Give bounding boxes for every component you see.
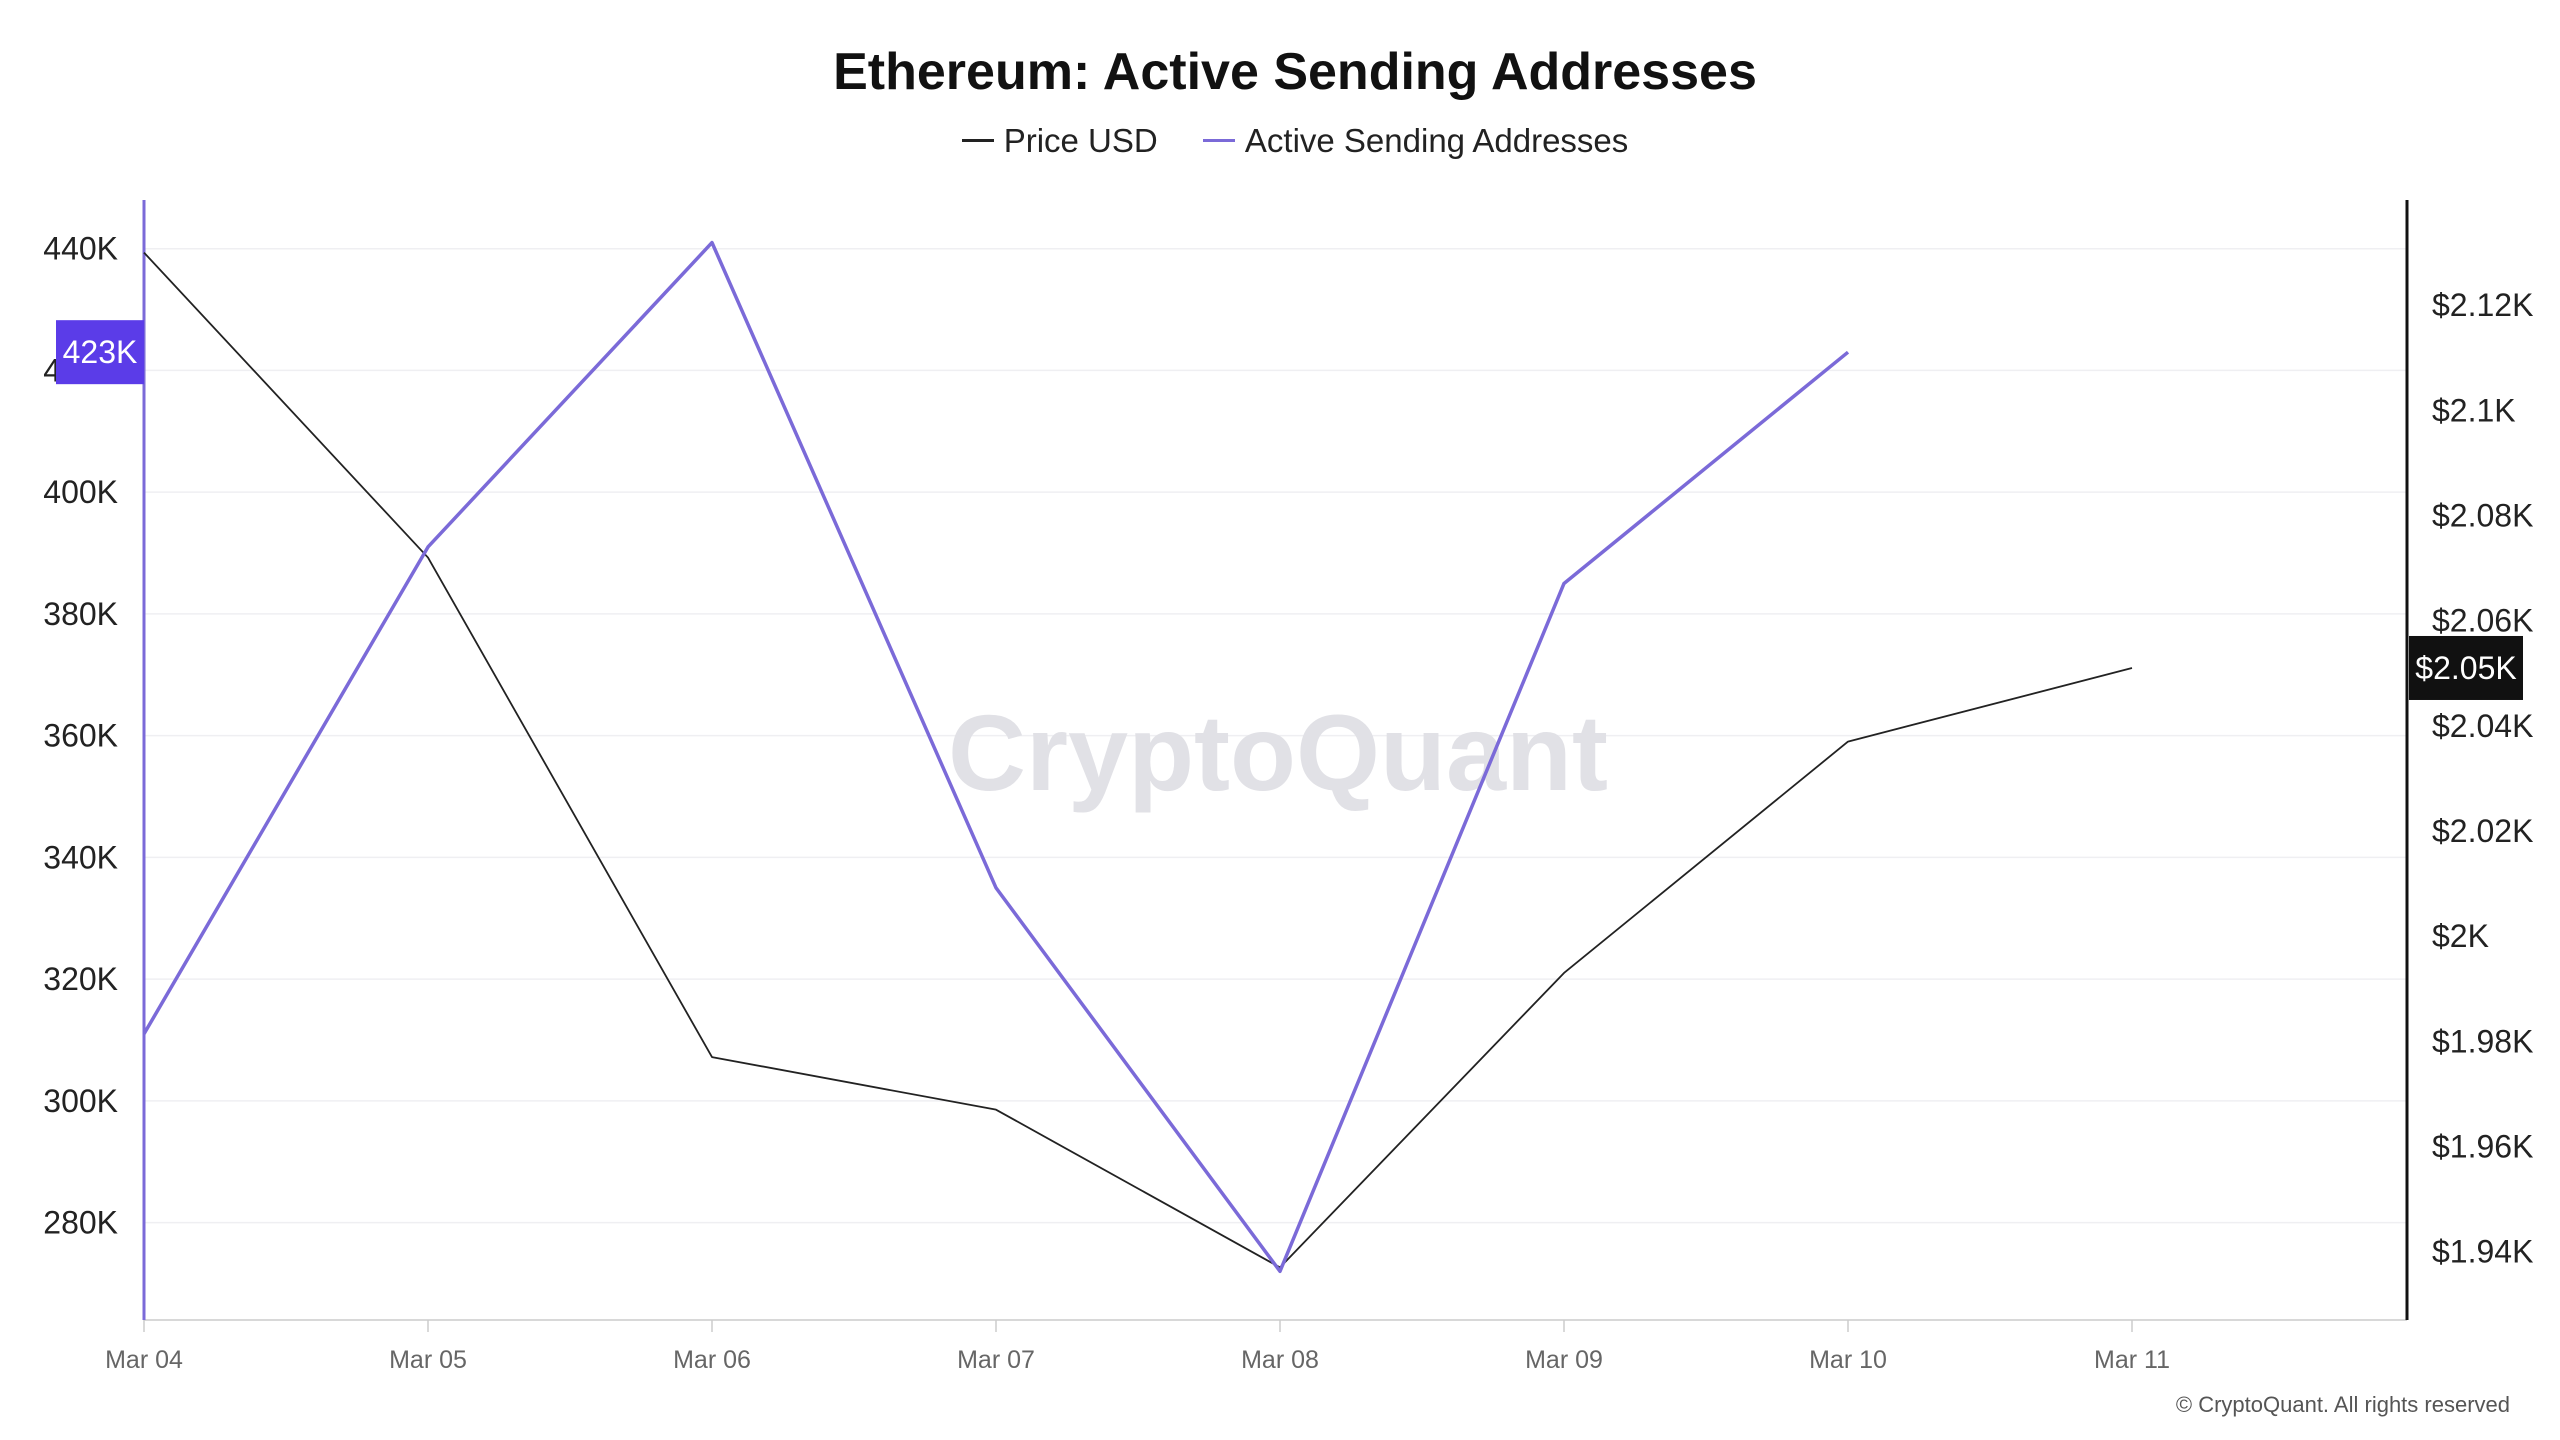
left-current-value-badge <box>56 320 144 385</box>
right-axis-tick-label: $1.94K <box>2432 1234 2533 1270</box>
right-current-value-badge <box>2409 635 2523 700</box>
right-axis-tick-label: $2.1K <box>2432 392 2516 428</box>
watermark: CryptoQuant <box>948 692 1608 813</box>
grid-lines <box>144 247 2407 1224</box>
x-axis-tick-label: Mar 07 <box>957 1346 1035 1374</box>
x-axis-tick-label: Mar 06 <box>673 1346 751 1374</box>
x-axis-tick-label: Mar 08 <box>1241 1346 1319 1374</box>
legend-label-active-addresses: Active Sending Addresses <box>1244 122 1629 159</box>
right-current-value-label: $2.05K <box>2415 650 2516 686</box>
legend-swatch-active-addresses <box>1202 138 1235 142</box>
right-axis-tick-label: $2.12K <box>2432 287 2533 323</box>
left-axis-tick-label: 340K <box>43 839 118 875</box>
right-axis-tick-label: $2.04K <box>2432 708 2533 744</box>
right-axis-tick-label: $2.02K <box>2432 813 2533 849</box>
legend-label-price: Price USD <box>1003 122 1158 159</box>
x-axis-tick-label: Mar 05 <box>389 1346 467 1374</box>
legend-entry-price[interactable]: Price USD <box>961 122 1158 160</box>
copyright-notice: © CryptoQuant. All rights reserved <box>2175 1392 2510 1417</box>
legend: Price USD Active Sending Addresses <box>0 122 2560 160</box>
active-sending-addresses-line <box>142 240 1850 1274</box>
left-axis-tick-label: 440K <box>43 231 118 267</box>
x-axis-tick-label: Mar 11 <box>2094 1346 2170 1374</box>
legend-swatch-price <box>961 138 994 142</box>
axes <box>142 200 2409 1332</box>
x-axis-tick-label: Mar 10 <box>1809 1346 1887 1374</box>
left-axis-tick-label: 380K <box>43 596 118 632</box>
left-axis-tick-label: 400K <box>43 474 118 510</box>
legend-entry-active-addresses[interactable]: Active Sending Addresses <box>1202 122 1629 160</box>
left-current-value-label: 423K <box>63 334 138 370</box>
chart-title: Ethereum: Active Sending Addresses <box>833 43 1757 101</box>
left-axis-tick-label: 320K <box>43 961 118 997</box>
tick-labels: 280K300K320K340K360K380K400K420K440K$1.9… <box>43 231 2533 1374</box>
left-axis-tick-label: 300K <box>43 1083 118 1119</box>
series-lines <box>142 240 2133 1274</box>
right-axis-tick-label: $2.06K <box>2432 603 2533 639</box>
x-axis-tick-label: Mar 09 <box>1525 1346 1603 1374</box>
right-axis-tick-label: $2.08K <box>2432 497 2533 533</box>
right-axis-tick-label: $1.96K <box>2432 1128 2533 1164</box>
right-axis-tick-label: $2K <box>2432 918 2489 954</box>
left-axis-tick-label: 280K <box>43 1205 118 1241</box>
right-axis-tick-label: $1.98K <box>2432 1023 2533 1059</box>
price-usd-line <box>143 251 2133 1269</box>
x-axis-tick-label: Mar 04 <box>105 1346 183 1374</box>
left-axis-tick-label: 360K <box>43 718 118 754</box>
current-value-badges: 423K $2.05K <box>56 320 2523 700</box>
